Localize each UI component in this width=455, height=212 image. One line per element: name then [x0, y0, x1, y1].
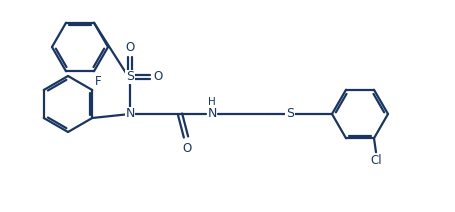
Text: O: O — [153, 71, 162, 84]
Text: S: S — [285, 107, 293, 120]
Text: O: O — [125, 41, 134, 54]
Text: S: S — [126, 71, 134, 84]
Text: O: O — [182, 142, 191, 155]
Text: F: F — [95, 75, 101, 88]
Text: Cl: Cl — [369, 154, 381, 167]
Text: N: N — [207, 107, 216, 120]
Text: N: N — [125, 107, 134, 120]
Text: H: H — [207, 97, 215, 107]
